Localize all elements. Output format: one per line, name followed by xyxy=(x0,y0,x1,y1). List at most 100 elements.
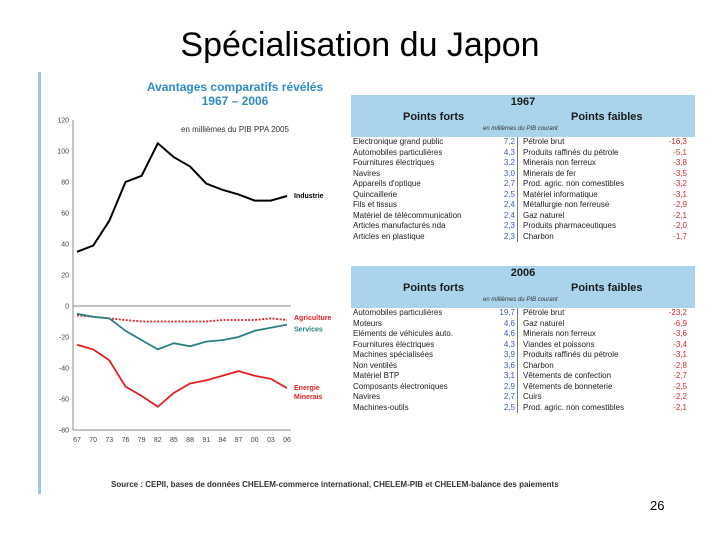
weakness-value: -3,4 xyxy=(673,339,687,349)
strength-value: 3,6 xyxy=(503,360,515,370)
series-line-agriculture xyxy=(76,314,288,323)
strength-label: Fournitures électriques xyxy=(353,339,435,349)
strength-value: 3,2 xyxy=(503,158,515,167)
chart-title-years: 1967 – 2006 xyxy=(201,94,269,108)
weakness-value: -2,8 xyxy=(673,360,687,370)
table-row: Automobiles particulières 19,7 Pétrole bru… xyxy=(351,308,695,319)
weakness-label: Prod. agric. non comestibles xyxy=(523,402,624,412)
weakness-label: Métallurgie non ferreuse xyxy=(523,200,610,209)
weakness-label: Prod. agric. non comestibles xyxy=(523,179,624,188)
weakness-value: -2,2 xyxy=(673,392,687,401)
strength-label: Machines spécialisées xyxy=(353,350,434,359)
strength-value: 2,7 xyxy=(503,179,515,188)
strength-label: Moteurs xyxy=(353,318,382,328)
table-row: Machines spécialisées 3,9 Produits raffiné… xyxy=(351,350,695,361)
table-2006: 2006 Points forts Points faibles en millièm… xyxy=(351,266,695,413)
strength-label: Composants électroniques xyxy=(353,381,448,391)
strength-value: 2,5 xyxy=(503,402,515,412)
x-tick-label: 97 xyxy=(235,437,243,444)
strength-label: Matériel BTP xyxy=(353,371,400,380)
strength-value: 4,3 xyxy=(503,147,515,157)
weakness-label: Matériel informatique xyxy=(523,189,598,199)
weakness-label: Charbon xyxy=(523,360,554,370)
weakness-label: Viandes et poissons xyxy=(523,339,595,349)
y-tick-label: 0 xyxy=(65,304,69,311)
weakness-value: -1,7 xyxy=(673,231,687,241)
table-year: 2006 xyxy=(510,267,536,279)
weakness-value: -2,0 xyxy=(673,221,687,230)
x-tick-label: 91 xyxy=(202,437,210,444)
strength-value: 2,4 xyxy=(503,200,515,209)
strength-label: Quincaillerie xyxy=(353,189,398,199)
y-tick-label: -60 xyxy=(59,397,69,404)
table-row: Electronique grand public 7,2 Pétrole brut… xyxy=(351,137,695,148)
series-label: Energie xyxy=(294,385,320,392)
x-tick-label: 76 xyxy=(122,437,130,444)
table-year: 1967 xyxy=(510,96,536,108)
weakness-value: -6,9 xyxy=(673,318,687,328)
table-row: Machines-outils 2,5 Prod. agric. non comes… xyxy=(351,403,695,414)
table-row: Navires 3,0 Minerais de fer -3,5 xyxy=(351,169,695,180)
table-row: Articles en plastique 2,3 Charbon -1,7 xyxy=(351,232,695,243)
strength-value: 3,1 xyxy=(503,371,515,380)
slide-title: Spécialisation du Japon xyxy=(180,26,540,64)
table-row: Composants électroniques 2,9 Vêtements de … xyxy=(351,382,695,393)
table-row: Automobiles particulières 4,3 Produits raf… xyxy=(351,148,695,159)
y-tick-label: -40 xyxy=(59,366,69,373)
strengths-header: Points forts xyxy=(403,282,465,294)
table-row: Non ventilés 3,6 Charbon -2,8 xyxy=(351,361,695,372)
weakness-label: Minerais de fer xyxy=(523,168,576,178)
strength-value: 7,2 xyxy=(503,137,515,146)
x-tick-label: 70 xyxy=(89,437,97,444)
y-tick-label: 80 xyxy=(61,180,69,187)
y-tick-label: 40 xyxy=(61,242,69,249)
strength-value: 19,7 xyxy=(499,308,515,317)
table-header: 2006 Points forts Points faibles en millièm… xyxy=(351,266,695,308)
weakness-label: Gaz naturel xyxy=(523,210,565,220)
table-body: Electronique grand public 7,2 Pétrole brut… xyxy=(351,137,695,242)
x-tick-label: 06 xyxy=(283,437,291,444)
strength-label: Machines-outils xyxy=(353,402,409,412)
line-chart: 120 100 80 60 40 20 0 -20 -40 -60 -80 67 70 73 76 79 82 8… xyxy=(57,118,331,445)
y-tick-label: 100 xyxy=(57,149,69,156)
table-row: Fournitures électriques 3,2 Minerais non f… xyxy=(351,158,695,169)
weakness-label: Pétrole brut xyxy=(523,137,565,146)
series-label: Industrie xyxy=(294,193,324,200)
table-unit: en millièmes du PIB courant xyxy=(483,126,558,132)
x-tick-label: 94 xyxy=(218,437,226,444)
table-row: Quincaillerie 2,5 Matériel informatique -3,… xyxy=(351,190,695,201)
weakness-label: Produits raffinés du pétrole xyxy=(523,350,619,359)
weakness-label: Vêtements de confection xyxy=(523,371,612,380)
table-row: Matériel de télécommunication 2,4 Gaz natu… xyxy=(351,211,695,222)
series-label: Services xyxy=(294,327,323,334)
x-tick-label: 85 xyxy=(170,437,178,444)
strength-value: 4,6 xyxy=(503,318,515,328)
weakness-value: -3,5 xyxy=(673,168,687,178)
weakness-value: -2,5 xyxy=(673,381,687,391)
strength-value: 2,5 xyxy=(503,189,515,199)
strength-label: Non ventilés xyxy=(353,360,398,370)
weakness-label: Vêtements de bonneterie xyxy=(523,381,613,391)
weakness-label: Pétrole brut xyxy=(523,308,565,317)
strength-value: 3,0 xyxy=(503,168,515,178)
weakness-value: -23,2 xyxy=(668,308,687,317)
weakness-label: Minerais non ferreux xyxy=(523,329,596,338)
weakness-value: -5,1 xyxy=(673,147,687,157)
strength-label: Fils et tissus xyxy=(353,200,398,209)
weakness-value: -3,1 xyxy=(673,350,687,359)
table-row: Fournitures électriques 4,3 Viandes et poi… xyxy=(351,340,695,351)
table-header: 1967 Points forts Points faibles en millièm… xyxy=(351,95,695,137)
x-tick-label: 73 xyxy=(105,437,113,444)
weakness-label: Produits pharmaceutiques xyxy=(523,221,616,230)
weakness-value: -3,2 xyxy=(673,179,687,188)
strength-label: Automobiles particulières xyxy=(353,308,443,317)
x-tick-label: 88 xyxy=(186,437,194,444)
strength-label: Matériel de télécommunication xyxy=(353,210,462,220)
series-label: Agriculture xyxy=(294,315,331,322)
weaknesses-header: Points faibles xyxy=(571,282,643,294)
strength-value: 2,3 xyxy=(503,231,515,241)
x-tick-label: 82 xyxy=(154,437,162,444)
x-tick-label: 03 xyxy=(267,437,275,444)
chart-unit: en millièmes du PIB PPA 2005 xyxy=(181,125,289,134)
strength-label: Appareils d'optique xyxy=(353,179,421,188)
